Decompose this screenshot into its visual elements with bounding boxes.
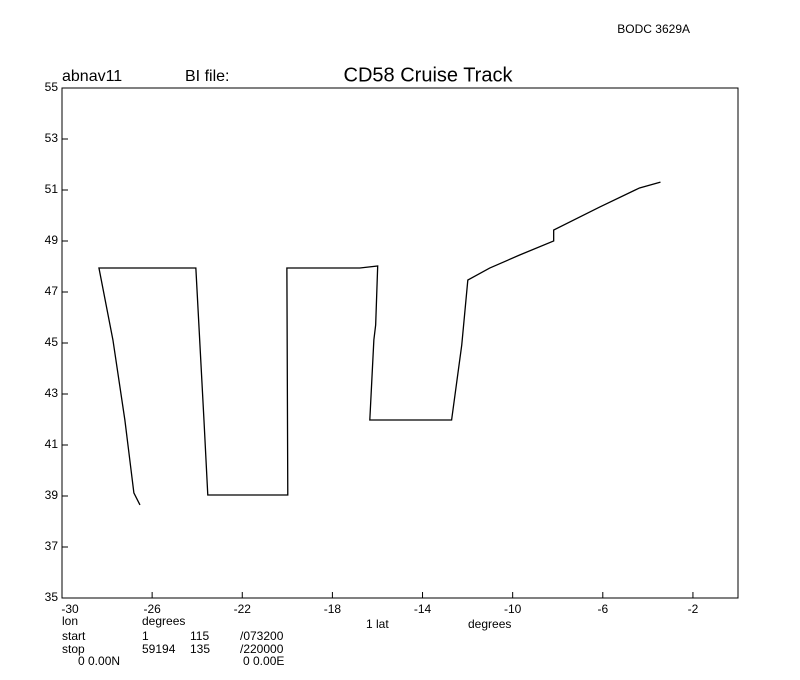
- annotation: BI file:: [185, 68, 229, 85]
- y-tick-label: 55: [45, 80, 59, 94]
- y-tick-label: 49: [45, 233, 59, 247]
- annotation: BODC 3629A: [617, 22, 690, 36]
- x-tick-label: -18: [324, 602, 342, 616]
- footer-text: 115: [190, 629, 209, 643]
- x-tick-label: -30: [61, 602, 79, 616]
- x-tick-label: -26: [143, 602, 161, 616]
- y-tick-label: 37: [45, 539, 59, 553]
- x-tick-label: -10: [504, 602, 522, 616]
- cruise-track: [98, 181, 661, 506]
- x-tick-label: -2: [688, 602, 699, 616]
- y-tick-label: 41: [45, 437, 59, 451]
- footer-text: 0 0.00N: [78, 654, 120, 668]
- footer-text: 59194: [142, 642, 176, 656]
- footer-text: start: [62, 629, 86, 643]
- y-tick-label: 45: [45, 335, 59, 349]
- footer-text: lon: [62, 614, 78, 628]
- footer-text: 1: [142, 629, 149, 643]
- footer-text: 135: [190, 642, 210, 656]
- footer-text: stop: [62, 642, 85, 656]
- x-tick-label: -6: [597, 602, 608, 616]
- y-tick-label: 51: [45, 182, 59, 196]
- y-tick-label: 43: [45, 386, 59, 400]
- x-tick-label: -14: [414, 602, 432, 616]
- footer-text: degrees: [468, 617, 511, 631]
- annotation: abnav11: [62, 68, 122, 85]
- footer-text: /073200: [240, 629, 284, 643]
- chart-title: CD58 Cruise Track: [344, 64, 514, 86]
- footer-text: /220000: [240, 642, 284, 656]
- plot-frame: [61, 87, 739, 599]
- x-tick-label: -22: [234, 602, 252, 616]
- footer-text: 0 0.00E: [243, 654, 284, 668]
- y-tick-label: 35: [45, 590, 59, 604]
- y-tick-label: 39: [45, 488, 59, 502]
- footer-text: 1 lat: [366, 617, 389, 631]
- y-tick-label: 53: [45, 131, 59, 145]
- y-tick-label: 47: [45, 284, 59, 298]
- footer-text: degrees: [142, 614, 185, 628]
